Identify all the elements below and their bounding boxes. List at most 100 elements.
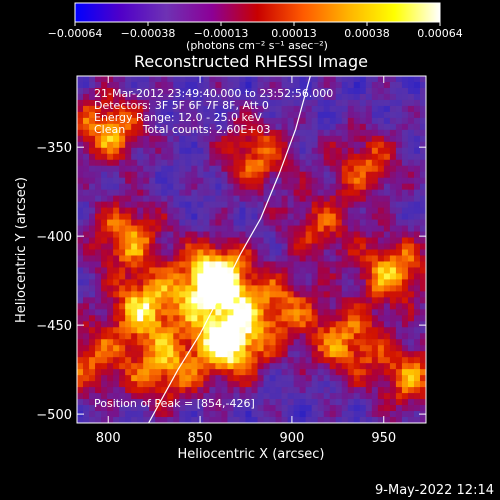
heatmap-cell — [383, 375, 391, 382]
heatmap-cell — [401, 153, 409, 161]
heatmap-cell — [329, 411, 337, 418]
heatmap-cell — [107, 117, 114, 125]
heatmap-cell — [263, 105, 271, 113]
heatmap-cell — [197, 393, 204, 400]
heatmap-cell — [335, 87, 343, 95]
heatmap-cell — [113, 291, 120, 298]
heatmap-cell — [305, 261, 313, 268]
heatmap-cell — [155, 201, 162, 209]
heatmap-cell — [269, 315, 277, 322]
heatmap-cell — [95, 111, 102, 119]
heatmap-cell — [335, 345, 343, 352]
heatmap-cell — [401, 135, 409, 143]
heatmap-cell — [395, 201, 403, 209]
heatmap-cell — [113, 261, 120, 268]
heatmap-cell — [401, 261, 409, 268]
heatmap-cell — [269, 351, 277, 358]
heatmap-cell — [191, 105, 198, 113]
heatmap-cell — [155, 321, 162, 328]
heatmap-cell — [353, 117, 361, 125]
heatmap-cell — [269, 375, 277, 382]
heatmap-cell — [149, 285, 156, 292]
heatmap-cell — [215, 147, 222, 155]
heatmap-cell — [179, 261, 186, 268]
heatmap-cell — [347, 297, 355, 304]
heatmap-cell — [335, 99, 343, 107]
heatmap-cell — [83, 291, 90, 298]
heatmap-cell — [137, 117, 144, 125]
heatmap-cell — [89, 99, 96, 107]
heatmap-cell — [239, 291, 246, 298]
heatmap-cell — [419, 357, 426, 364]
heatmap-cell — [197, 123, 204, 131]
heatmap-cell — [347, 129, 355, 137]
heatmap-cell — [209, 309, 216, 316]
heatmap-cell — [401, 165, 409, 173]
y-tick-label: −350 — [36, 141, 72, 156]
heatmap-cell — [149, 261, 156, 268]
heatmap-cell — [257, 261, 265, 268]
heatmap-cell — [197, 237, 204, 245]
heatmap-cell — [347, 87, 355, 95]
heatmap-cell — [347, 399, 355, 406]
heatmap-cell — [215, 243, 222, 250]
heatmap-cell — [359, 249, 367, 256]
heatmap-cell — [125, 411, 132, 418]
heatmap-cell — [287, 375, 295, 382]
heatmap-cell — [101, 327, 108, 334]
heatmap-cell — [269, 387, 277, 394]
heatmap-cell — [359, 315, 367, 322]
heatmap-cell — [275, 321, 283, 328]
heatmap-cell — [329, 159, 337, 167]
heatmap-cell — [155, 381, 162, 388]
heatmap-cell — [161, 189, 168, 197]
heatmap-cell — [107, 375, 114, 382]
heatmap-cell — [401, 309, 409, 316]
heatmap-cell — [197, 153, 204, 161]
heatmap-cell — [119, 267, 126, 274]
heatmap-cell — [311, 387, 319, 394]
heatmap-cell — [77, 351, 84, 358]
heatmap-cell — [413, 345, 421, 352]
heatmap-cell — [347, 315, 355, 322]
heatmap-cell — [419, 249, 426, 256]
heatmap-cell — [197, 369, 204, 376]
heatmap-cell — [233, 117, 240, 125]
heatmap-cell — [401, 207, 409, 215]
heatmap-cell — [383, 249, 391, 256]
heatmap-cell — [311, 351, 319, 358]
heatmap-cell — [221, 117, 228, 125]
heatmap-cell — [203, 279, 210, 286]
heatmap-cell — [125, 195, 132, 203]
heatmap-cell — [287, 76, 295, 83]
heatmap-cell — [371, 387, 379, 394]
heatmap-cell — [269, 117, 277, 125]
heatmap-cell — [203, 363, 210, 370]
heatmap-cell — [125, 273, 132, 280]
heatmap-cell — [137, 285, 144, 292]
heatmap-cell — [155, 87, 162, 95]
heatmap-cell — [143, 285, 150, 292]
heatmap-cell — [233, 135, 240, 143]
heatmap-cell — [419, 171, 426, 179]
heatmap-cell — [203, 183, 210, 191]
heatmap-cell — [125, 87, 132, 95]
heatmap-cell — [197, 261, 204, 268]
heatmap-cell — [335, 315, 343, 322]
heatmap-cell — [377, 339, 385, 346]
heatmap-cell — [119, 135, 126, 143]
heatmap-cell — [353, 207, 361, 215]
heatmap-cell — [89, 297, 96, 304]
heatmap-cell — [227, 159, 234, 167]
heatmap-cell — [299, 165, 307, 173]
heatmap-cell — [239, 357, 246, 364]
heatmap-cell — [167, 171, 174, 179]
heatmap-cell — [239, 165, 246, 173]
heatmap-cell — [239, 129, 246, 137]
heatmap-cell — [377, 201, 385, 209]
heatmap-cell — [239, 309, 246, 316]
heatmap-cell — [257, 231, 265, 239]
heatmap-cell — [233, 381, 240, 388]
heatmap-cell — [101, 363, 108, 370]
heatmap-cell — [203, 207, 210, 215]
